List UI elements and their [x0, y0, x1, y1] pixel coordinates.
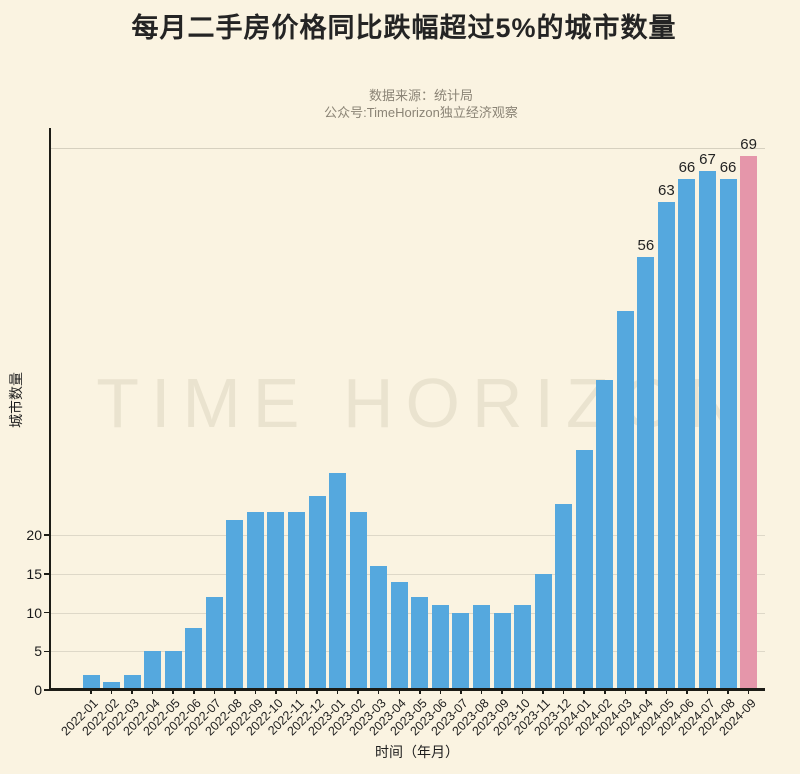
bar-2023-11 — [534, 574, 552, 690]
x-tick-2024-04 — [645, 690, 647, 694]
y-tick-label-20: 20 — [26, 527, 42, 544]
y-tick-0 — [44, 689, 49, 691]
bar-2022-08 — [226, 520, 244, 690]
x-tick-2023-04 — [398, 690, 400, 694]
x-tick-2024-02 — [604, 690, 606, 694]
y-tick-20 — [44, 534, 49, 536]
x-tick-2023-12 — [562, 690, 565, 694]
x-tick-2023-11 — [542, 690, 544, 694]
bar-2024-06 — [678, 179, 696, 690]
x-tick-2022-10 — [275, 690, 277, 694]
y-tick-label-5: 5 — [34, 643, 42, 660]
bar-2022-04 — [144, 651, 162, 690]
gridline-15 — [51, 573, 765, 575]
bar-value-2024-06: 66 — [678, 159, 696, 177]
bar-2024-04 — [637, 257, 655, 690]
x-tick-2022-03 — [131, 690, 133, 694]
x-tick-2022-01 — [90, 690, 92, 694]
bar-2022-12 — [308, 496, 326, 690]
bar-2024-09 — [740, 156, 758, 690]
x-tick-2023-07 — [460, 690, 462, 694]
bar-2022-09 — [246, 512, 264, 690]
y-axis-title: 城市数量 — [8, 372, 24, 428]
bar-2022-06 — [185, 628, 203, 690]
x-axis-title: 时间（年月） — [375, 744, 459, 760]
x-tick-2023-09 — [501, 690, 503, 694]
bar-2022-05 — [164, 651, 182, 690]
bar-2024-02 — [596, 380, 614, 690]
y-tick-15 — [44, 573, 49, 575]
bar-2024-08 — [719, 179, 737, 690]
bar-2023-08 — [472, 605, 490, 690]
bar-2022-03 — [123, 675, 141, 690]
y-tick-10 — [44, 611, 49, 614]
x-tick-2022-05 — [172, 690, 174, 694]
x-tick-2024-08 — [727, 690, 729, 694]
x-tick-2023-03 — [377, 690, 380, 694]
x-tick-2022-02 — [110, 690, 113, 694]
x-tick-2022-12 — [316, 690, 318, 694]
x-tick-2022-09 — [254, 690, 257, 694]
bar-2022-02 — [103, 682, 121, 690]
gridline-10 — [51, 612, 765, 614]
x-tick-2024-09 — [747, 690, 750, 694]
x-tick-2022-08 — [234, 690, 236, 694]
x-tick-2022-06 — [193, 690, 195, 694]
bar-2023-04 — [390, 582, 408, 690]
x-tick-2024-07 — [706, 690, 709, 694]
bar-value-2024-08: 66 — [719, 159, 737, 177]
x-tick-2022-04 — [151, 690, 154, 694]
x-axis-spine — [49, 687, 765, 691]
x-tick-2024-05 — [665, 690, 668, 694]
bar-2023-01 — [329, 473, 347, 690]
x-tick-2023-08 — [480, 690, 483, 694]
bar-2023-10 — [514, 605, 532, 690]
bar-2023-06 — [431, 605, 449, 690]
y-axis-spine — [49, 128, 51, 690]
bar-2024-07 — [699, 171, 716, 690]
y-tick-label-10: 10 — [26, 604, 42, 621]
bar-value-2024-04: 56 — [637, 236, 655, 254]
bar-2023-02 — [349, 512, 367, 690]
bar-2022-07 — [205, 597, 223, 690]
bar-value-2024-07: 67 — [699, 151, 716, 169]
bar-2023-12 — [555, 504, 573, 690]
bar-2024-05 — [657, 202, 675, 690]
x-tick-2024-01 — [583, 690, 585, 694]
bar-2022-10 — [267, 512, 285, 690]
x-tick-2022-07 — [213, 690, 216, 694]
gridline-5 — [51, 651, 765, 653]
y-tick-5 — [44, 650, 49, 653]
bar-2023-05 — [411, 597, 429, 690]
bar-2023-09 — [493, 613, 511, 690]
y-tick-label-15: 15 — [26, 565, 42, 582]
bar-2022-11 — [288, 512, 305, 690]
bar-value-2024-09: 69 — [740, 135, 757, 153]
chart-subtitle: 数据来源：统计局 公众号:TimeHorizon独立经济观察 — [42, 87, 800, 121]
bar-2023-07 — [452, 613, 470, 690]
chart-title: 每月二手房价格同比跌幅超过5%的城市数量 — [131, 13, 677, 43]
y-tick-label-0: 0 — [34, 682, 42, 698]
x-tick-2023-06 — [439, 690, 442, 694]
bar-2024-01 — [575, 450, 593, 690]
x-tick-2022-11 — [295, 690, 298, 694]
bar-2024-03 — [616, 311, 634, 690]
reference-line-70 — [51, 148, 765, 150]
bar-2022-01 — [82, 675, 100, 690]
x-tick-2023-02 — [357, 690, 359, 694]
x-tick-2024-03 — [624, 690, 627, 694]
data-source-line: 数据来源：统计局 — [368, 88, 473, 103]
x-tick-2023-01 — [336, 690, 339, 694]
account-line: 公众号:TimeHorizon独立经济观察 — [324, 105, 518, 120]
bar-2023-03 — [370, 566, 388, 690]
x-tick-2024-06 — [686, 690, 688, 694]
x-tick-2023-05 — [419, 690, 421, 694]
x-tick-2023-10 — [521, 690, 524, 694]
gridline-20 — [51, 535, 765, 537]
bar-value-2024-05: 63 — [658, 182, 675, 200]
